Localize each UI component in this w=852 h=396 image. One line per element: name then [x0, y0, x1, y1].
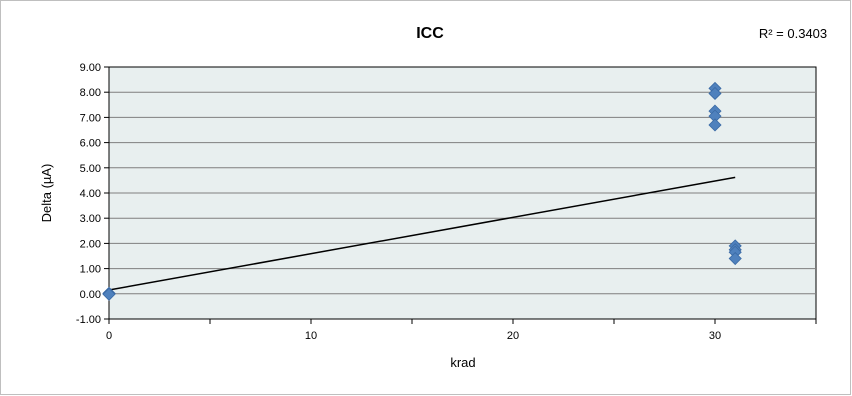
- data-point: [708, 118, 722, 132]
- x-tick-label: 30: [709, 330, 721, 342]
- y-tick-label: 4.00: [80, 188, 101, 200]
- y-tick-label: 1.00: [80, 264, 101, 276]
- data-point: [708, 86, 722, 101]
- y-tick-label: 3.00: [80, 213, 101, 225]
- x-tick-label: 10: [305, 330, 317, 342]
- r-squared-label: R² = 0.3403: [759, 26, 827, 41]
- data-point: [102, 287, 116, 301]
- y-tick-label: 0.00: [80, 289, 101, 301]
- x-tick-labels: 0 10 20 30: [106, 330, 721, 342]
- y-tick-label: 6.00: [80, 138, 101, 150]
- chart-title: ICC: [416, 25, 444, 42]
- y-axis-title: Delta (µA): [39, 164, 54, 223]
- y-tick-label: -1.00: [76, 314, 101, 326]
- x-tick-label: 20: [507, 330, 519, 342]
- axes: [104, 66, 817, 324]
- y-tick-label: 7.00: [80, 112, 101, 124]
- y-tick-label: 5.00: [80, 163, 101, 175]
- x-tick-label: 0: [106, 330, 112, 342]
- y-tick-label: 8.00: [80, 87, 101, 99]
- data-points: [102, 81, 742, 301]
- y-tick-label: 2.00: [80, 238, 101, 250]
- data-point: [728, 251, 742, 266]
- trendline: [108, 176, 736, 291]
- y-tick-labels: -1.00 0.00 1.00 2.00 3.00 4.00 5.00 6.00 7.00 8.0…: [76, 62, 101, 326]
- y-tick-label: 9.00: [80, 62, 101, 74]
- x-axis-title: krad: [450, 355, 475, 370]
